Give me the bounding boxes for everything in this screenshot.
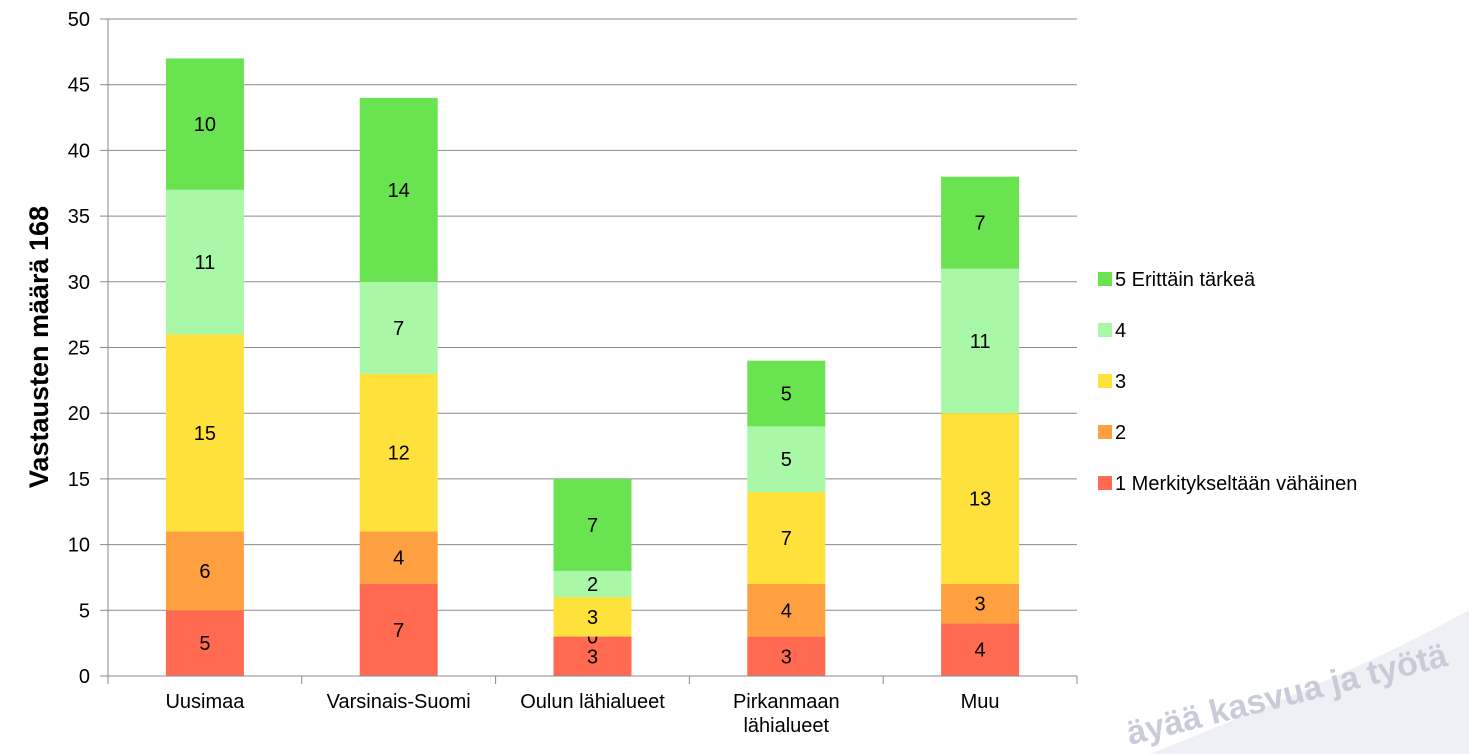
y-axis-ticks: 0 5 10 15 20 25 30 35 40 45 50 bbox=[68, 9, 108, 688]
y-tick-label: 10 bbox=[68, 535, 90, 557]
bar-stack: 3 4 7 5 5 bbox=[747, 360, 826, 676]
data-label: 5 bbox=[199, 633, 210, 655]
data-label: 11 bbox=[195, 252, 216, 274]
data-label: 14 bbox=[388, 180, 410, 202]
bar-segment bbox=[359, 373, 438, 532]
y-tick-label: 20 bbox=[68, 403, 90, 425]
legend-item: 5 Erittäin tärkeä bbox=[1098, 269, 1256, 291]
legend-swatch bbox=[1098, 323, 1112, 337]
data-label: 12 bbox=[388, 443, 410, 465]
legend-swatch bbox=[1098, 425, 1112, 439]
y-tick-label: 5 bbox=[79, 600, 90, 622]
x-tick-label: Muu bbox=[961, 691, 1000, 713]
bar-segment bbox=[747, 426, 826, 493]
data-label: 7 bbox=[781, 528, 792, 550]
bar-segment bbox=[941, 623, 1020, 676]
bar-segment bbox=[553, 636, 632, 676]
x-axis-labels: Uusimaa Varsinais-Suomi Oulun lähialueet Pi… bbox=[165, 691, 999, 737]
bar-segment bbox=[359, 531, 438, 585]
x-tick-label: Varsinais-Suomi bbox=[327, 691, 471, 713]
data-label: 7 bbox=[975, 213, 986, 235]
bar-segment bbox=[941, 176, 1020, 269]
y-tick-label: 45 bbox=[68, 75, 90, 97]
bar-stack: 303 2 7 bbox=[553, 478, 632, 676]
data-label: 13 bbox=[969, 489, 991, 511]
bar-segment bbox=[747, 584, 826, 637]
data-label: 3 bbox=[975, 594, 986, 616]
bar-segment bbox=[553, 570, 632, 598]
y-tick-label: 50 bbox=[68, 9, 90, 31]
watermark-shape bbox=[1150, 610, 1469, 754]
data-label: 3 bbox=[587, 607, 598, 629]
bar-segment bbox=[165, 58, 244, 190]
bar-segment bbox=[165, 610, 244, 676]
legend-label: 1 Merkitykseltään vähäinen bbox=[1115, 473, 1357, 495]
gridlines bbox=[108, 18, 1077, 611]
data-label: 10 bbox=[194, 114, 216, 136]
y-tick-label: 30 bbox=[68, 272, 90, 294]
bar-segment bbox=[747, 636, 826, 676]
data-label: 4 bbox=[975, 640, 986, 662]
bar-segment bbox=[165, 189, 244, 335]
bar-stack: 4 3 13 11 7 bbox=[941, 176, 1020, 676]
legend-item: 4 bbox=[1098, 320, 1126, 342]
legend-item: 3 bbox=[1098, 371, 1126, 393]
bar-stack: 5 6 15 11 10 bbox=[165, 58, 244, 676]
data-label: 7 bbox=[393, 318, 404, 340]
legend-label: 3 bbox=[1115, 371, 1126, 393]
data-label: 2 bbox=[587, 574, 598, 596]
data-label: 11 bbox=[970, 331, 991, 353]
data-label: 0 bbox=[587, 627, 598, 649]
bar-segment bbox=[747, 492, 826, 585]
bar-segment bbox=[359, 97, 438, 282]
bar-segment bbox=[941, 584, 1020, 624]
data-label: 7 bbox=[587, 515, 598, 537]
bar-stack: 7 4 12 7 14 bbox=[359, 97, 438, 676]
data-label: 7 bbox=[393, 620, 404, 642]
data-label: 5 bbox=[781, 383, 792, 405]
y-tick-label: 25 bbox=[68, 338, 90, 360]
y-tick-label: 0 bbox=[79, 666, 90, 688]
legend-label: 4 bbox=[1115, 320, 1126, 342]
axes bbox=[107, 19, 1078, 684]
x-tick-label: Oulun lähialueet bbox=[520, 691, 665, 713]
y-tick-label: 40 bbox=[68, 140, 90, 162]
legend: 5 Erittäin tärkeä 4 3 2 1 Merkitykseltään vä… bbox=[1098, 269, 1357, 495]
x-tick-label: Pirkanmaan lähialueet bbox=[733, 691, 840, 737]
data-label: 3 bbox=[781, 646, 792, 668]
y-tick-label: 35 bbox=[68, 206, 90, 228]
legend-swatch bbox=[1098, 374, 1112, 388]
data-label: 4 bbox=[393, 548, 404, 570]
y-axis-title: Vastausten määrä 168 bbox=[24, 206, 54, 488]
legend-swatch bbox=[1098, 272, 1112, 286]
bar-segment bbox=[359, 281, 438, 374]
data-label: 4 bbox=[781, 600, 792, 622]
bar-segment bbox=[165, 531, 244, 611]
x-tick-label: Uusimaa bbox=[165, 691, 245, 713]
bar-segment bbox=[553, 478, 632, 571]
data-label: 15 bbox=[194, 423, 216, 445]
data-label: 6 bbox=[199, 561, 210, 583]
data-label: 5 bbox=[781, 449, 792, 471]
legend-item: 2 bbox=[1098, 422, 1126, 444]
bar-segment bbox=[553, 597, 632, 637]
bar-segment bbox=[941, 413, 1020, 585]
y-tick-label: 15 bbox=[68, 469, 90, 491]
bar-segment bbox=[165, 334, 244, 532]
bar-segment bbox=[747, 360, 826, 427]
legend-swatch bbox=[1098, 476, 1112, 490]
data-label: 3 bbox=[587, 646, 598, 668]
watermark: äyää kasvua ja työtä bbox=[1123, 610, 1469, 754]
legend-item: 1 Merkitykseltään vähäinen bbox=[1098, 473, 1357, 495]
legend-label: 5 Erittäin tärkeä bbox=[1115, 269, 1256, 291]
legend-label: 2 bbox=[1115, 422, 1126, 444]
bar-segment bbox=[359, 584, 438, 676]
bar-segment bbox=[941, 268, 1020, 414]
